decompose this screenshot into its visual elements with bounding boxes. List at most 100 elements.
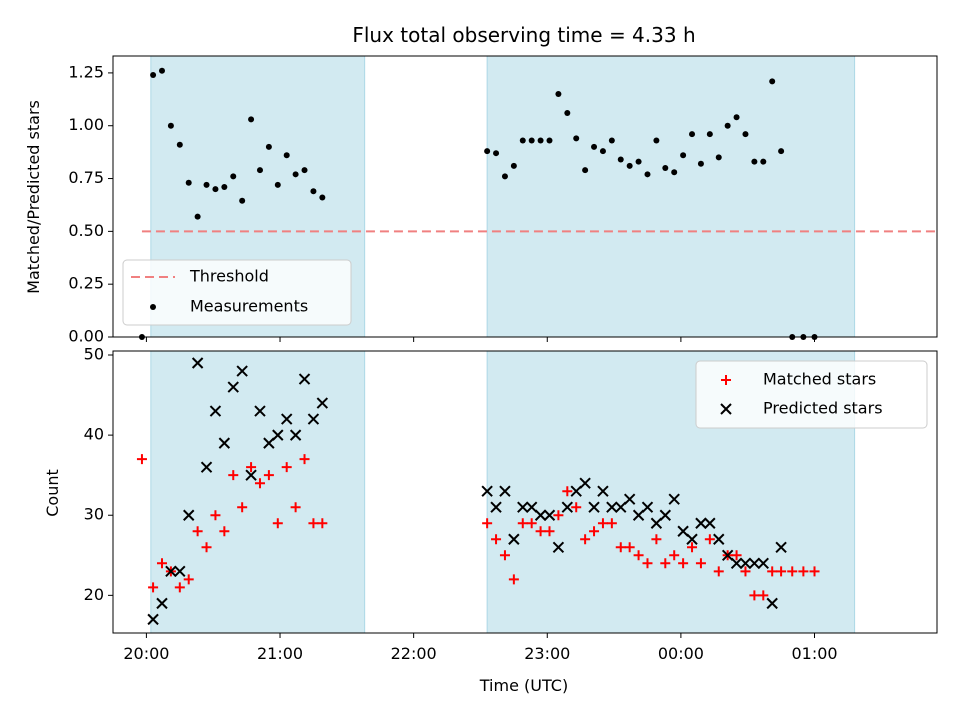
predicted-stars-point (713, 533, 725, 545)
matched-stars-point (695, 558, 706, 569)
matched-stars-point (678, 558, 689, 569)
matched-stars-point (597, 518, 608, 529)
matched-stars-point (704, 534, 715, 545)
top-y-tick-label: 0.75 (68, 168, 104, 187)
matched-stars-point (687, 542, 698, 553)
predicted-stars-point (218, 437, 231, 449)
matched-stars-point (624, 542, 635, 553)
bottom-panel: 20 30 40 50 20:00 21:00 22:00 23:00 00:00 01:00 Ma… (84, 345, 938, 663)
predicted-stars-point (650, 517, 663, 529)
matched-stars-point (606, 518, 617, 529)
measurement-point (256, 167, 263, 174)
bottom-axes-frame (112, 350, 938, 634)
predicted-stars-point (227, 381, 239, 393)
predicted-stars-point (236, 365, 248, 377)
top-y-tick-label: 1.25 (68, 62, 104, 81)
predicted-stars-point (721, 549, 734, 561)
matched-stars-point (767, 566, 778, 577)
matched-stars-point (237, 502, 248, 513)
measurement-point (274, 181, 281, 188)
bottom-x-tick-label: 23:00 (524, 644, 570, 663)
measurement-point (742, 131, 749, 138)
legend-box (122, 259, 352, 326)
predicted-stars-point (543, 509, 556, 521)
predicted-stars-point (615, 501, 627, 513)
predicted-stars-point (641, 501, 654, 513)
predicted-stars-point (245, 469, 257, 481)
matched-stars-point (201, 542, 212, 553)
matched-stars-point (317, 518, 328, 529)
top-y-axis-label: Matched/Predicted stars (24, 100, 43, 294)
top-y-tick-label: 0.00 (68, 327, 104, 346)
matched-stars-point (290, 502, 301, 513)
predicted-stars-point (686, 533, 698, 545)
legend-matched-swatch (721, 375, 731, 385)
measurement-point (167, 122, 174, 129)
bottom-x-tick-label: 01:00 (791, 644, 837, 663)
bottom-y-axis-label: Count (43, 469, 62, 517)
measurement-point (239, 197, 246, 204)
predicted-stars-point (561, 501, 574, 513)
predicted-stars-point (156, 597, 168, 610)
matched-stars-point (787, 566, 798, 577)
bottom-x-tick-label: 22:00 (391, 644, 437, 663)
measurement-point (203, 181, 210, 188)
predicted-stars-point (490, 501, 502, 513)
measurement-point (760, 158, 767, 165)
matched-stars-point (174, 582, 185, 593)
predicted-stars-point (704, 517, 716, 529)
matched-stars-point (580, 534, 591, 545)
legend-predicted-label: Predicted stars (763, 399, 883, 418)
measurement-point (292, 171, 299, 178)
predicted-stars-point (695, 517, 707, 529)
matched-stars-point (798, 566, 809, 577)
predicted-stars-point (579, 477, 591, 489)
measurement-point (319, 194, 326, 201)
top-y-tick-label: 1.00 (68, 115, 104, 134)
matched-stars-point (183, 574, 194, 585)
matched-stars-point (544, 526, 555, 537)
top-panel: 0.00 0.25 0.50 0.75 1.00 1.25 Threshold Measure… (68, 55, 940, 346)
matched-stars-point (228, 470, 239, 481)
matched-stars-point (517, 518, 528, 529)
measurement-point (733, 114, 740, 121)
predicted-stars-point (191, 357, 204, 369)
measurement-point (537, 137, 544, 144)
measurement-point (715, 154, 722, 161)
measurement-point (635, 158, 642, 165)
measurement-point (608, 137, 615, 144)
matched-stars-point (669, 550, 680, 561)
predicted-stars-point (552, 541, 565, 553)
predicted-stars-point (668, 493, 680, 505)
matched-stars-point (776, 566, 787, 577)
predicted-stars-point (174, 565, 186, 578)
bottom-x-tick-label: 00:00 (658, 644, 704, 663)
measurement-point (617, 156, 624, 163)
legend-threshold-label: Threshold (189, 267, 269, 286)
predicted-stars-point (606, 501, 618, 513)
measurement-point (310, 188, 317, 195)
matched-stars-point (749, 590, 760, 601)
predicted-stars-point (307, 413, 320, 425)
bottom-y-tick-label: 30 (84, 505, 104, 524)
measurement-point (248, 116, 255, 123)
bottom-y-tick-label: 20 (84, 585, 104, 604)
predicted-stars-point (677, 525, 689, 537)
matched-stars-point (491, 534, 502, 545)
matched-stars-point (731, 550, 742, 561)
matched-stars-point (148, 582, 159, 593)
predicted-stars-point (499, 485, 511, 497)
measurement-point (680, 152, 687, 159)
matched-stars-point (633, 550, 644, 561)
legend-matched-label: Matched stars (763, 370, 876, 389)
predicted-stars-point (597, 485, 609, 497)
measurement-point (283, 152, 290, 159)
matched-stars-point (713, 566, 724, 577)
predicted-stars-point (757, 557, 769, 570)
predicted-stars-point (525, 501, 538, 513)
matched-stars-point (299, 454, 310, 465)
predicted-stars-point (165, 565, 177, 578)
legend-measurements-label: Measurements (190, 297, 308, 316)
matched-stars-point (642, 558, 653, 569)
